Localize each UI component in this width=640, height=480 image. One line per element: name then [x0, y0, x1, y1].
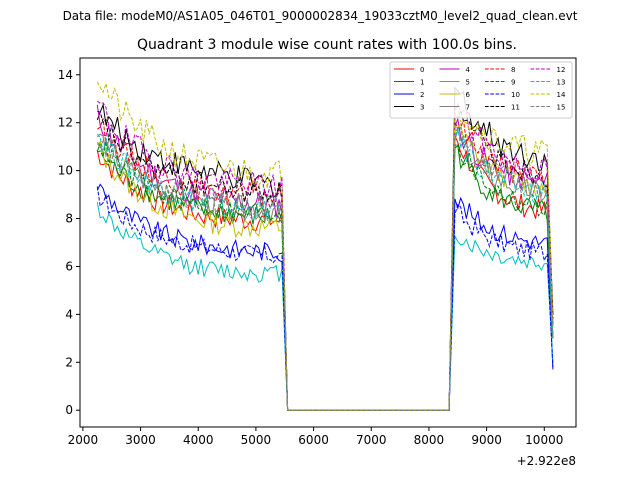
legend-label-5: 5 [466, 79, 470, 87]
series-layer [96, 81, 554, 411]
series-line-5 [96, 202, 554, 411]
x-tick-label: 4000 [183, 433, 214, 447]
axes-frame [79, 57, 577, 428]
y-tick-label: 4 [65, 307, 73, 321]
legend-label-3: 3 [420, 104, 424, 112]
legend-label-1: 1 [420, 79, 424, 87]
series-line-9 [97, 141, 554, 411]
x-tick-label: 3000 [125, 433, 156, 447]
y-tick-label: 0 [65, 403, 73, 417]
series-line-12 [96, 100, 554, 411]
y-tick-label: 8 [65, 212, 73, 226]
series-line-7 [96, 128, 554, 411]
series-line-15 [96, 126, 554, 411]
series-line-4 [96, 104, 554, 411]
x-tick-label: 10000 [525, 433, 563, 447]
x-tick-label: 2000 [68, 433, 99, 447]
series-line-11 [97, 109, 554, 411]
legend-label-6: 6 [466, 91, 471, 99]
x-tick-label: 5000 [241, 433, 272, 447]
legend-label-12: 12 [557, 66, 566, 74]
x-offset-label: +2.922e8 [517, 454, 576, 468]
ticks-layer: 2000 3000 4000 5000 6000 7000 8000 9000 10000 0 2 4… [58, 68, 564, 447]
legend-label-8: 8 [511, 66, 515, 74]
legend-label-7: 7 [466, 104, 470, 112]
chart-title: Quadrant 3 module wise count rates with … [137, 37, 517, 53]
y-tick-label: 12 [58, 116, 73, 130]
series-line-2 [96, 183, 554, 411]
legend-label-4: 4 [466, 66, 471, 74]
series-line-8 [97, 118, 554, 411]
y-tick-label: 14 [58, 68, 73, 82]
legend-label-0: 0 [420, 66, 424, 74]
y-tick-label: 2 [65, 355, 73, 369]
legend-label-2: 2 [420, 91, 424, 99]
y-tick-label: 6 [65, 259, 73, 273]
legend-label-11: 11 [511, 104, 520, 112]
legend-label-9: 9 [511, 79, 515, 87]
legend-label-13: 13 [557, 79, 566, 87]
x-tick-label: 6000 [298, 433, 329, 447]
legend-box [389, 61, 573, 119]
series-line-6 [96, 122, 554, 411]
x-tick-label: 9000 [471, 433, 502, 447]
x-tick-label: 7000 [356, 433, 387, 447]
x-tick-label: 8000 [414, 433, 445, 447]
legend-label-15: 15 [557, 104, 566, 112]
legend-label-14: 14 [557, 91, 566, 99]
chart-suptitle: Data file: modeM0/AS1A05_046T01_90000028… [63, 9, 578, 23]
y-tick-label: 10 [58, 164, 73, 178]
legend-label-10: 10 [511, 91, 520, 99]
